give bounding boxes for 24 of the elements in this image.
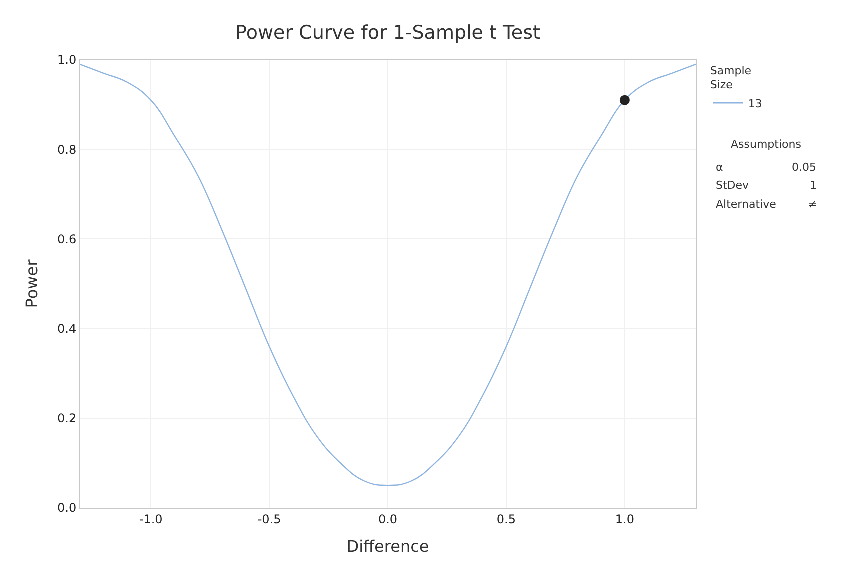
x-tick-label: -1.0 (139, 512, 163, 526)
text: StDev (716, 179, 750, 192)
x-tick-label: 0.5 (496, 512, 516, 526)
chart-title: Power Curve for 1-Sample t Test (236, 22, 540, 44)
y-tick-label: 0.4 (58, 322, 77, 336)
y-tick-label: 0.6 (58, 232, 77, 246)
legend-title: Sample Size (710, 64, 752, 92)
y-tick-label: 0.0 (58, 501, 77, 516)
x-tick-label: 1.0 (615, 512, 634, 526)
legend-label: 13 (748, 97, 762, 110)
text: ≠ (808, 198, 818, 211)
y-tick-label: 1.0 (58, 53, 77, 68)
x-axis-title: Difference (346, 537, 430, 556)
y-tick-label: 0.8 (58, 142, 77, 157)
x-tick-label: -0.5 (258, 512, 282, 526)
text: 1 (810, 179, 817, 192)
y-axis-title: Power (22, 259, 42, 308)
y-tick-label: 0.2 (58, 412, 77, 426)
x-tick-label: 0.0 (378, 512, 398, 526)
text: Alternative (716, 198, 777, 211)
line-series (80, 64, 696, 486)
text: α (716, 161, 724, 174)
text: Assumptions (731, 138, 802, 151)
text: 0.05 (792, 161, 816, 174)
